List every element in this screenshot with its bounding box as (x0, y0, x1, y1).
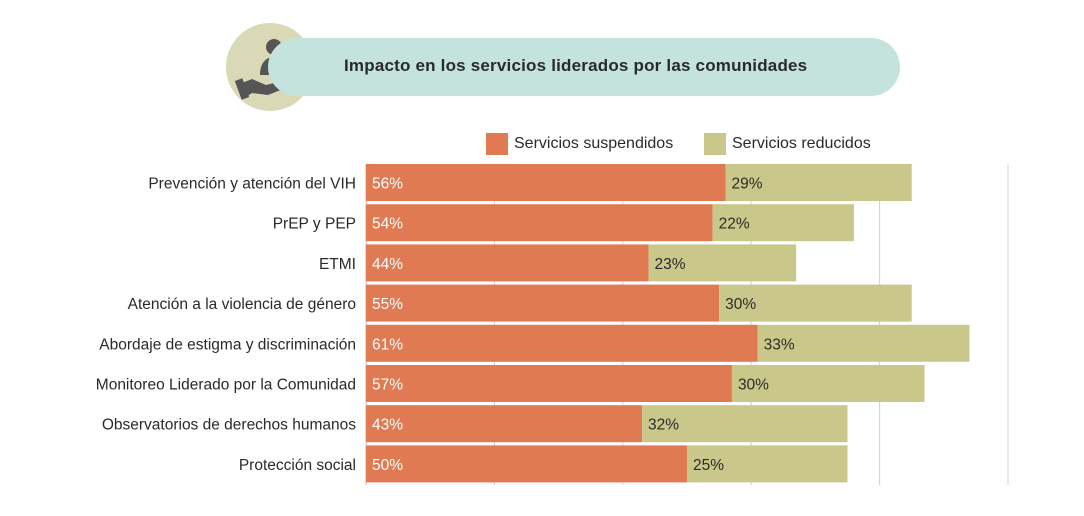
category-label: Monitoreo Liderado por la Comunidad (96, 377, 356, 394)
data-label-reduced: 23% (654, 256, 685, 273)
category-label: Atención a la violencia de género (128, 296, 356, 313)
bar-suspended (366, 204, 713, 242)
data-label-suspended: 61% (372, 336, 403, 353)
category-label: ETMI (319, 256, 356, 273)
data-label-reduced: 30% (725, 296, 756, 313)
bar-reduced (712, 204, 854, 242)
legend-label-reduced: Servicios reducidos (732, 135, 871, 152)
category-label: Abordaje de estigma y discriminación (99, 336, 356, 353)
category-label: Observatorios de derechos humanos (102, 417, 356, 434)
bar-reduced (719, 284, 912, 322)
category-label: Prevención y atención del VIH (148, 176, 356, 193)
chart-title: Impacto en los servicios liderados por l… (344, 56, 808, 75)
legend-label-suspended: Servicios suspendidos (514, 135, 674, 152)
category-label: Protección social (239, 457, 356, 474)
bar-reduced (642, 405, 848, 443)
bar-reduced (757, 324, 970, 362)
data-label-suspended: 43% (372, 417, 403, 434)
data-label-suspended: 44% (372, 256, 403, 273)
data-label-suspended: 55% (372, 296, 403, 313)
legend-swatch-suspended (486, 133, 508, 155)
bar-suspended (366, 405, 643, 443)
data-label-reduced: 32% (648, 417, 679, 434)
bar-reduced (648, 244, 797, 282)
bar-suspended (366, 244, 649, 282)
legend-item-suspended: Servicios suspendidos (486, 132, 673, 156)
data-label-suspended: 54% (372, 216, 403, 233)
data-label-reduced: 30% (738, 377, 769, 394)
legend-item-reduced: Servicios reducidos (704, 132, 871, 156)
bar-suspended (366, 324, 758, 362)
bar-reduced (725, 164, 912, 201)
data-label-suspended: 56% (372, 176, 403, 193)
data-label-reduced: 22% (719, 216, 750, 233)
data-label-reduced: 33% (764, 336, 795, 353)
bar-suspended (366, 164, 726, 201)
data-label-suspended: 57% (372, 377, 403, 394)
data-label-reduced: 29% (732, 176, 763, 193)
legend-swatch-reduced (704, 133, 726, 155)
bar-suspended (366, 284, 720, 322)
bar-suspended (366, 365, 732, 402)
bar-reduced (731, 365, 925, 402)
data-label-reduced: 25% (693, 457, 724, 474)
data-label-suspended: 50% (372, 457, 403, 474)
bar-suspended (366, 445, 687, 483)
bar-reduced (687, 445, 848, 483)
category-label: PrEP y PEP (273, 216, 356, 233)
header-banner (268, 38, 900, 96)
